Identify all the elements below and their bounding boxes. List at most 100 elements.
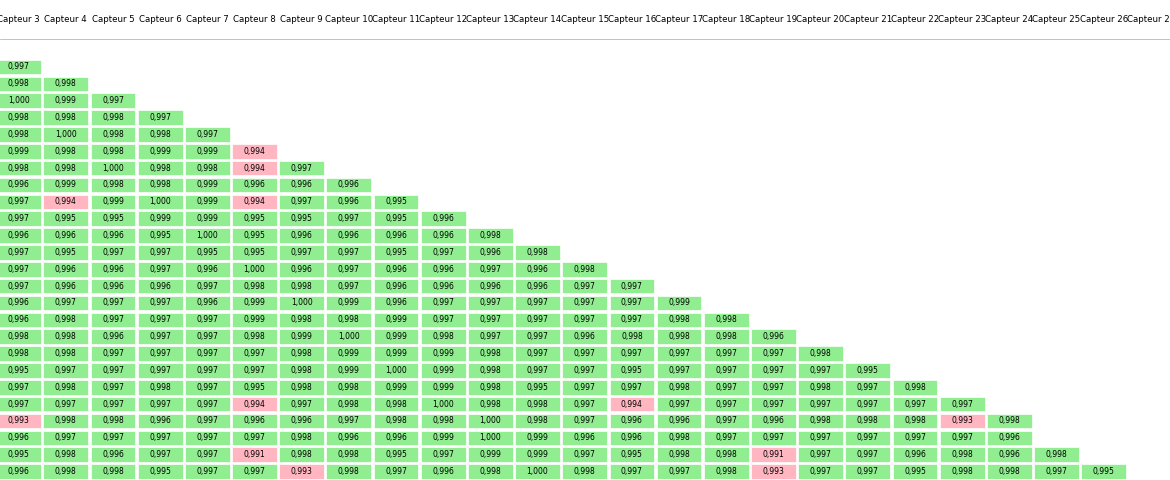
Bar xyxy=(704,431,749,445)
Bar xyxy=(373,194,419,209)
Bar xyxy=(373,228,419,243)
Bar xyxy=(0,110,41,125)
Bar xyxy=(43,414,88,428)
Text: 0,997: 0,997 xyxy=(668,349,690,358)
Text: 0,997: 0,997 xyxy=(856,450,879,459)
Bar xyxy=(185,212,229,226)
Text: Capteur 13: Capteur 13 xyxy=(466,15,515,24)
Bar xyxy=(326,329,371,344)
Text: Capteur 10: Capteur 10 xyxy=(325,15,373,24)
Text: 0,998: 0,998 xyxy=(291,282,312,290)
Bar xyxy=(138,431,183,445)
Text: 0,996: 0,996 xyxy=(385,433,407,443)
Text: 0,996: 0,996 xyxy=(385,231,407,240)
Text: 0,996: 0,996 xyxy=(290,417,312,425)
Bar xyxy=(0,245,41,260)
Bar xyxy=(468,397,512,411)
Text: 0,997: 0,997 xyxy=(573,349,596,358)
Text: Capteur 5: Capteur 5 xyxy=(91,15,135,24)
Bar xyxy=(421,279,466,293)
Bar xyxy=(138,363,183,378)
Text: 0,998: 0,998 xyxy=(480,231,501,240)
Bar xyxy=(232,178,277,192)
Bar xyxy=(798,380,844,395)
Text: 0,997: 0,997 xyxy=(715,349,737,358)
Text: 0,994: 0,994 xyxy=(55,197,77,206)
Text: Capteur 3: Capteur 3 xyxy=(0,15,40,24)
Text: 1,000: 1,000 xyxy=(480,433,501,443)
Text: 1,000: 1,000 xyxy=(150,197,171,206)
Text: Capteur 11: Capteur 11 xyxy=(372,15,420,24)
Text: 0,997: 0,997 xyxy=(150,332,171,341)
Bar xyxy=(232,397,277,411)
Text: 0,998: 0,998 xyxy=(338,383,359,392)
Text: 0,997: 0,997 xyxy=(763,349,784,358)
Bar xyxy=(656,397,702,411)
Bar xyxy=(280,464,324,479)
Bar xyxy=(90,127,136,142)
Text: 0,997: 0,997 xyxy=(573,383,596,392)
Bar xyxy=(846,363,890,378)
Text: 0,996: 0,996 xyxy=(904,450,925,459)
Text: 0,997: 0,997 xyxy=(573,299,596,308)
Bar xyxy=(704,397,749,411)
Text: 0,999: 0,999 xyxy=(197,180,219,190)
Bar xyxy=(468,228,512,243)
Text: 0,998: 0,998 xyxy=(55,417,77,425)
Bar xyxy=(798,414,844,428)
Text: 0,997: 0,997 xyxy=(55,433,77,443)
Bar xyxy=(185,262,229,276)
Text: 0,995: 0,995 xyxy=(621,450,642,459)
Bar xyxy=(751,329,796,344)
Bar xyxy=(515,397,560,411)
Bar xyxy=(138,312,183,327)
Bar xyxy=(90,262,136,276)
Text: 0,997: 0,997 xyxy=(102,248,124,257)
Bar xyxy=(421,347,466,361)
Text: 0,996: 0,996 xyxy=(55,282,77,290)
Bar xyxy=(610,380,654,395)
Text: 0,999: 0,999 xyxy=(8,147,29,156)
Bar xyxy=(280,363,324,378)
Text: 0,997: 0,997 xyxy=(197,315,219,324)
Text: 0,998: 0,998 xyxy=(102,130,124,139)
Text: 0,999: 0,999 xyxy=(55,180,77,190)
Bar xyxy=(0,279,41,293)
Text: 0,997: 0,997 xyxy=(150,450,171,459)
Bar xyxy=(421,329,466,344)
Text: 0,998: 0,998 xyxy=(55,79,77,88)
Text: 0,997: 0,997 xyxy=(55,299,77,308)
Bar xyxy=(232,363,277,378)
Bar xyxy=(751,431,796,445)
Bar xyxy=(751,380,796,395)
Text: Capteur 7: Capteur 7 xyxy=(186,15,228,24)
Text: 0,998: 0,998 xyxy=(291,349,312,358)
Bar xyxy=(43,77,88,91)
Bar xyxy=(373,414,419,428)
Text: 0,997: 0,997 xyxy=(8,383,29,392)
Text: 0,997: 0,997 xyxy=(150,315,171,324)
Bar xyxy=(326,347,371,361)
Bar xyxy=(280,262,324,276)
Text: 0,997: 0,997 xyxy=(763,433,784,443)
Text: Capteur 21: Capteur 21 xyxy=(844,15,892,24)
Text: 0,998: 0,998 xyxy=(715,315,737,324)
Text: 0,997: 0,997 xyxy=(150,349,171,358)
Text: 0,997: 0,997 xyxy=(1046,467,1067,476)
Bar xyxy=(987,414,1032,428)
Bar xyxy=(232,312,277,327)
Bar xyxy=(232,161,277,175)
Bar xyxy=(940,397,984,411)
Bar xyxy=(610,414,654,428)
Text: 0,997: 0,997 xyxy=(573,417,596,425)
Text: 1,000: 1,000 xyxy=(55,130,77,139)
Text: 0,997: 0,997 xyxy=(290,400,312,408)
Bar xyxy=(0,464,41,479)
Text: Capteur 23: Capteur 23 xyxy=(938,15,986,24)
Text: 0,996: 0,996 xyxy=(480,248,501,257)
Text: 0,997: 0,997 xyxy=(338,214,359,223)
Text: 0,998: 0,998 xyxy=(810,383,832,392)
Text: 0,996: 0,996 xyxy=(197,265,219,274)
Bar xyxy=(43,228,88,243)
Bar xyxy=(515,245,560,260)
